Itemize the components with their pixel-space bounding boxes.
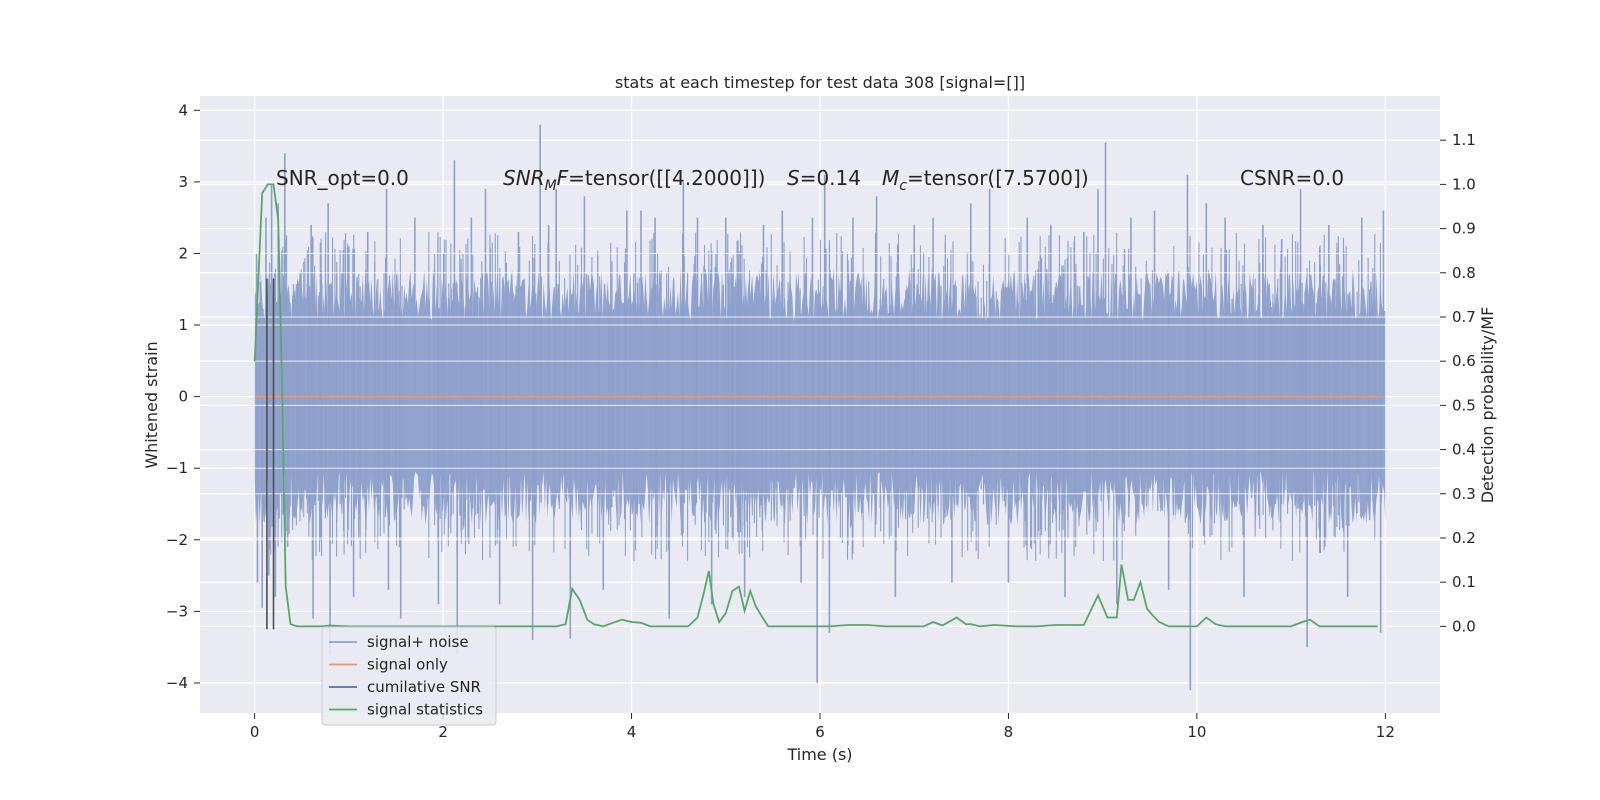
annotation-snr-mf: SNRMF=tensor([[4.2000]]) bbox=[503, 166, 765, 194]
vertical-markers bbox=[266, 278, 275, 630]
tick-label-y-left: 0 bbox=[178, 388, 188, 406]
legend-label: cumilative SNR bbox=[367, 678, 481, 696]
tick-label-y-right: 1.0 bbox=[1452, 175, 1476, 193]
annotation-snr-opt: SNR_opt=0.0 bbox=[276, 166, 409, 190]
legend-label: signal+ noise bbox=[367, 633, 469, 651]
y-axis-right-label: Detection probability/MF bbox=[1478, 307, 1497, 504]
legend-entries: signal+ noise signal only cumilative SNR si… bbox=[329, 633, 483, 719]
tick-label-y-right: 0.0 bbox=[1452, 617, 1476, 635]
tick-label-y-right: 0.3 bbox=[1452, 485, 1476, 503]
tick-label-y-right: 0.6 bbox=[1452, 352, 1476, 370]
tick-label-y-left: −1 bbox=[166, 459, 188, 477]
tick-label-x: 6 bbox=[815, 723, 825, 741]
x-axis-label: Time (s) bbox=[786, 745, 852, 764]
tick-label-y-right: 0.1 bbox=[1452, 573, 1476, 591]
tick-label-y-left: 3 bbox=[178, 173, 188, 191]
annotation-s: S=0.14 bbox=[787, 166, 861, 190]
legend: signal+ noise signal only cumilative SNR si… bbox=[321, 626, 497, 726]
chart-title: stats at each timestep for test data 308… bbox=[615, 73, 1025, 92]
tick-label-x: 12 bbox=[1376, 723, 1395, 741]
tick-label-y-right: 0.2 bbox=[1452, 529, 1476, 547]
annotation-mc: Mc=tensor([7.5700]) bbox=[882, 166, 1089, 194]
legend-box bbox=[321, 626, 497, 726]
tick-label-y-left: −3 bbox=[166, 602, 188, 620]
tick-label-x: 4 bbox=[627, 723, 637, 741]
tick-label-y-left: −4 bbox=[166, 674, 188, 692]
tick-label-y-right: 0.8 bbox=[1452, 264, 1476, 282]
x-axis-ticks: 0 2 4 6 8 10 12 bbox=[250, 713, 1395, 741]
legend-label: signal statistics bbox=[367, 701, 483, 719]
tick-label-y-left: 4 bbox=[178, 101, 188, 119]
tick-label-x: 8 bbox=[1004, 723, 1014, 741]
tick-label-y-left: −2 bbox=[166, 531, 188, 549]
tick-label-y-left: 2 bbox=[178, 244, 188, 262]
tick-label-y-left: 1 bbox=[178, 316, 188, 334]
y-axis-left-label: Whitened strain bbox=[142, 341, 161, 468]
tick-label-x: 0 bbox=[250, 723, 260, 741]
y-axis-left-ticks: 4 3 2 1 0 −1 −2 −3 −4 bbox=[166, 101, 200, 692]
tick-label-y-right: 0.7 bbox=[1452, 308, 1476, 326]
tick-label-y-right: 0.4 bbox=[1452, 441, 1476, 459]
tick-label-y-right: 0.5 bbox=[1452, 396, 1476, 414]
tick-label-y-right: 1.1 bbox=[1452, 131, 1476, 149]
annotation-csnr: CSNR=0.0 bbox=[1240, 166, 1344, 190]
series-signal-statistics-line bbox=[253, 183, 1378, 628]
tick-label-y-right: 0.9 bbox=[1452, 220, 1476, 238]
y-axis-right-ticks: 1.1 1.0 0.9 0.8 0.7 0.6 0.5 0.4 0.3 0.2 0.1 0.0 bbox=[1440, 131, 1476, 635]
tick-label-x: 10 bbox=[1187, 723, 1206, 741]
legend-label: signal only bbox=[367, 656, 448, 674]
annotations: SNR_opt=0.0 SNRMF=tensor([[4.2000]]) S=0… bbox=[276, 166, 1344, 194]
tick-label-x: 2 bbox=[438, 723, 448, 741]
